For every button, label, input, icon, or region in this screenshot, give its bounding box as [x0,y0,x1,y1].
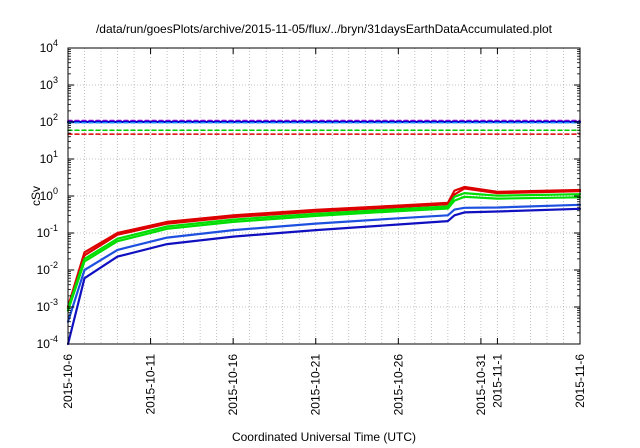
series-line [66,187,582,309]
chart-title: /data/run/goesPlots/archive/2015-11-05/f… [96,22,553,36]
x-tick-label: 2015-10-6 [61,354,75,409]
series-line [66,203,582,323]
y-axis-label: cSv [29,186,43,206]
x-tick-label: 2015-10-16 [226,354,240,416]
x-tick-label: 2015-10-11 [144,354,158,415]
x-tick-label: 2015-11-6 [573,354,587,408]
series-group [66,119,582,346]
series-line [66,195,582,312]
x-axis: 2015-10-6 2015-10-11 2015-10-16 2015-10-21 2… [61,48,587,415]
series-line [66,185,582,309]
x-tick-label: 2015-11-1 [490,354,504,408]
x-tick-label: 2015-10-26 [391,354,405,416]
x-axis-label: Coordinated Universal Time (UTC) [232,430,416,444]
series-line [66,192,582,310]
series-line [66,207,582,346]
x-tick-label: 2015-10-21 [309,354,323,416]
x-tick-label: 2015-10-31 [474,354,488,416]
